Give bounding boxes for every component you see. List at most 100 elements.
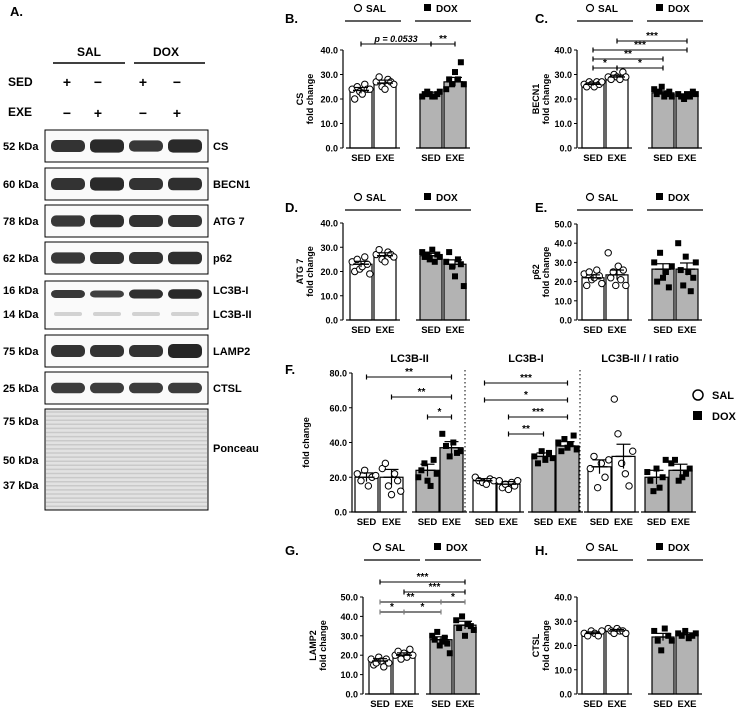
- data-point: [685, 269, 692, 275]
- x-tick-label: EXE: [445, 325, 464, 336]
- y-axis-label: LAMP2: [308, 630, 318, 661]
- y-axis-label: fold change: [305, 74, 315, 125]
- sig-label: ***: [646, 31, 658, 42]
- data-point: [442, 442, 449, 449]
- data-point: [436, 88, 443, 95]
- data-point: [685, 635, 692, 642]
- x-tick-label: SED: [534, 517, 554, 528]
- x-tick-label: SED: [421, 153, 441, 164]
- data-point: [658, 647, 665, 654]
- data-point: [419, 249, 426, 256]
- chart-8: H. 0.0 10.0 20.0 30.0 40.0 CTSL fold change SED E…: [531, 542, 703, 710]
- data-point: [610, 395, 618, 403]
- x-tick-label: SED: [351, 325, 371, 336]
- data-point: [439, 638, 446, 645]
- blot-exe-mark: +: [173, 105, 181, 121]
- sig-label: **: [405, 367, 413, 378]
- data-point: [534, 460, 541, 467]
- data-point: [675, 630, 682, 637]
- ponceau-kda-label: 37 kDa: [3, 480, 39, 492]
- y-tick-label: 80.0: [329, 369, 347, 379]
- x-tick-label: EXE: [671, 517, 690, 528]
- chart-7: G. 0.0 10.0 20.0 30.0 40.0 50.0 LAMP2 fold chang…: [285, 542, 481, 710]
- data-point: [601, 473, 609, 481]
- x-tick-label: SED: [351, 153, 371, 164]
- group-label: SAL: [598, 4, 618, 15]
- data-point: [570, 432, 577, 439]
- blot-sed-mark: +: [63, 74, 71, 90]
- blot-band: [129, 345, 163, 357]
- sig-label: **: [418, 387, 426, 398]
- bar: [605, 76, 629, 149]
- data-point: [625, 482, 633, 490]
- data-point: [683, 470, 690, 477]
- blot-protein-label: CTSL: [213, 383, 242, 395]
- data-point: [650, 488, 657, 495]
- data-point: [657, 249, 664, 256]
- blot-band: [90, 139, 124, 153]
- x-tick-label: EXE: [445, 153, 464, 164]
- blot-band: [90, 252, 124, 264]
- chart-4: F. LC3B-II 0.0 20.0 40.0 60.0 80.0 fold change S…: [285, 353, 467, 528]
- y-tick-label: 30.0: [554, 70, 572, 80]
- blot-band: [90, 177, 124, 191]
- data-point: [677, 267, 684, 274]
- data-point: [457, 448, 464, 455]
- x-tick-label: SED: [583, 699, 603, 710]
- y-tick-label: 10.0: [554, 119, 572, 129]
- blot-band: [129, 215, 163, 227]
- data-point: [692, 259, 699, 266]
- blot-band: [51, 382, 85, 394]
- panel-label-a: A.: [10, 4, 23, 19]
- data-point: [424, 251, 431, 258]
- group-label: SAL: [366, 193, 386, 204]
- data-point: [454, 76, 461, 83]
- y-tick-label: 30.0: [340, 631, 358, 641]
- blot-protein-label: ATG 7: [213, 216, 245, 228]
- data-point: [686, 93, 693, 100]
- data-point: [424, 477, 431, 484]
- data-point: [621, 470, 630, 478]
- group-label: DOX: [668, 193, 690, 204]
- x-tick-label: EXE: [607, 153, 626, 164]
- chart-3: E. 0.0 10.0 20.0 30.0 40.0 50.0 p62 fold change S…: [531, 192, 703, 336]
- data-point: [375, 245, 383, 254]
- data-point: [443, 258, 450, 265]
- ponceau-box: [44, 408, 209, 511]
- blot-band: [129, 289, 163, 299]
- data-point: [467, 623, 474, 630]
- bar: [651, 92, 675, 149]
- blot-band: [93, 312, 121, 316]
- y-axis-label: fold change: [301, 417, 311, 468]
- x-tick-label: EXE: [677, 699, 696, 710]
- blot-band: [90, 382, 124, 394]
- x-tick-label: EXE: [614, 517, 633, 528]
- y-tick-label: 0.0: [559, 144, 572, 154]
- data-point: [686, 465, 693, 472]
- x-tick-label: EXE: [677, 325, 696, 336]
- data-point: [614, 430, 622, 438]
- panel-label: G.: [285, 543, 299, 558]
- data-point: [682, 253, 689, 260]
- bar: [651, 636, 675, 695]
- y-tick-label: 10.0: [320, 291, 338, 301]
- blot-group-sal: SAL: [77, 45, 101, 59]
- data-point: [353, 470, 361, 478]
- chart-title: LC3B-I: [508, 353, 543, 365]
- blot-band: [171, 312, 199, 316]
- data-point: [366, 270, 374, 278]
- blot-band: [168, 177, 202, 191]
- x-tick-label: SED: [475, 517, 495, 528]
- data-point: [567, 441, 574, 448]
- x-tick-label: EXE: [375, 153, 394, 164]
- blot-band: [54, 312, 82, 316]
- y-tick-label: 0.0: [559, 316, 572, 326]
- western-blot-panel: A. SAL DOX SED EXE + − + − − + − + 52 kDa CS 60 k…: [3, 4, 259, 511]
- data-point: [668, 263, 675, 270]
- data-point: [598, 279, 606, 288]
- data-point: [654, 637, 661, 644]
- y-tick-label: 0.0: [345, 690, 358, 700]
- y-tick-label: 0.0: [325, 316, 338, 326]
- data-point: [671, 456, 678, 463]
- y-tick-label: 30.0: [320, 243, 338, 253]
